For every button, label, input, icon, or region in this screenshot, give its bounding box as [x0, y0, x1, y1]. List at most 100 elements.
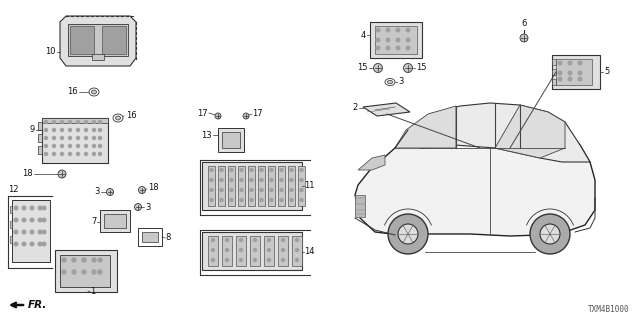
- Circle shape: [84, 145, 88, 148]
- Circle shape: [290, 198, 293, 202]
- Bar: [208, 166, 215, 206]
- Circle shape: [386, 38, 390, 42]
- Bar: [42, 118, 108, 163]
- Text: 13: 13: [202, 131, 212, 140]
- Polygon shape: [363, 103, 410, 116]
- Circle shape: [42, 206, 46, 210]
- Circle shape: [84, 137, 88, 140]
- Circle shape: [376, 28, 380, 32]
- Circle shape: [45, 121, 47, 124]
- Circle shape: [22, 206, 26, 210]
- Circle shape: [82, 258, 86, 262]
- Circle shape: [61, 153, 63, 156]
- Bar: [556, 59, 592, 85]
- Circle shape: [52, 145, 56, 148]
- Circle shape: [77, 137, 79, 140]
- Circle shape: [230, 188, 233, 191]
- Bar: [10, 206, 12, 213]
- Text: 18: 18: [148, 183, 159, 193]
- Circle shape: [578, 61, 582, 65]
- Circle shape: [84, 129, 88, 132]
- Circle shape: [211, 259, 214, 261]
- Bar: [236, 236, 246, 266]
- Circle shape: [296, 249, 298, 252]
- Circle shape: [14, 242, 18, 246]
- Circle shape: [22, 230, 26, 234]
- Bar: [552, 69, 556, 75]
- Circle shape: [280, 169, 283, 172]
- Circle shape: [280, 198, 283, 202]
- Circle shape: [396, 38, 400, 42]
- Circle shape: [280, 188, 283, 191]
- Circle shape: [250, 169, 253, 172]
- Circle shape: [52, 121, 56, 124]
- Circle shape: [38, 230, 42, 234]
- Bar: [298, 166, 305, 206]
- Circle shape: [225, 238, 228, 242]
- Circle shape: [77, 145, 79, 148]
- Circle shape: [270, 188, 273, 191]
- Bar: [142, 232, 158, 242]
- Bar: [375, 26, 417, 54]
- Circle shape: [52, 153, 56, 156]
- Circle shape: [134, 204, 141, 211]
- Circle shape: [530, 214, 570, 254]
- Circle shape: [568, 77, 572, 81]
- Text: 3: 3: [145, 203, 150, 212]
- Circle shape: [396, 28, 400, 32]
- Circle shape: [253, 238, 257, 242]
- Circle shape: [52, 137, 56, 140]
- Circle shape: [239, 249, 243, 252]
- Text: 18: 18: [22, 170, 33, 179]
- Circle shape: [220, 179, 223, 181]
- Text: 4: 4: [361, 30, 366, 39]
- Circle shape: [45, 153, 47, 156]
- Circle shape: [260, 188, 263, 191]
- Bar: [55, 250, 117, 292]
- Circle shape: [540, 224, 560, 244]
- Polygon shape: [358, 155, 385, 170]
- Circle shape: [520, 34, 528, 42]
- Bar: [552, 55, 600, 89]
- Text: 17: 17: [252, 108, 262, 117]
- Circle shape: [77, 153, 79, 156]
- Polygon shape: [395, 103, 590, 162]
- Circle shape: [215, 113, 221, 119]
- Circle shape: [92, 270, 96, 274]
- Circle shape: [225, 259, 228, 261]
- Text: 6: 6: [522, 20, 527, 28]
- Circle shape: [211, 238, 214, 242]
- Circle shape: [300, 179, 303, 181]
- Circle shape: [99, 145, 102, 148]
- Bar: [202, 162, 302, 210]
- Polygon shape: [395, 106, 456, 148]
- Circle shape: [93, 121, 95, 124]
- Circle shape: [578, 71, 582, 75]
- Polygon shape: [495, 105, 565, 158]
- Circle shape: [230, 179, 233, 181]
- Bar: [208, 236, 218, 266]
- Circle shape: [239, 238, 243, 242]
- Circle shape: [300, 188, 303, 191]
- Circle shape: [62, 270, 66, 274]
- Circle shape: [260, 179, 263, 181]
- Circle shape: [300, 198, 303, 202]
- Circle shape: [68, 137, 72, 140]
- Circle shape: [77, 121, 79, 124]
- Circle shape: [45, 129, 47, 132]
- Circle shape: [30, 218, 34, 222]
- Circle shape: [558, 77, 562, 81]
- Circle shape: [93, 153, 95, 156]
- Circle shape: [138, 187, 145, 194]
- Circle shape: [558, 71, 562, 75]
- Bar: [100, 210, 130, 232]
- Circle shape: [30, 230, 34, 234]
- Bar: [222, 236, 232, 266]
- Bar: [68, 24, 128, 56]
- Circle shape: [290, 169, 293, 172]
- Circle shape: [270, 169, 273, 172]
- Circle shape: [250, 198, 253, 202]
- Ellipse shape: [387, 80, 392, 84]
- Circle shape: [14, 218, 18, 222]
- Circle shape: [386, 28, 390, 32]
